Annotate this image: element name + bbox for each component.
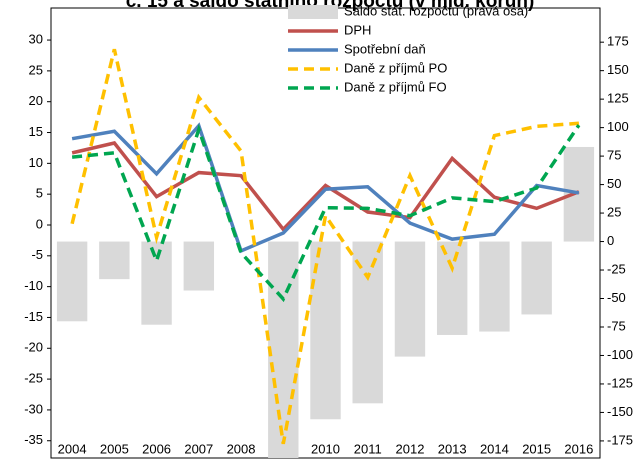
bar xyxy=(436,241,468,335)
y2-tick-label: -75 xyxy=(607,318,626,333)
x-tick-label: 2015 xyxy=(522,441,551,456)
y-tick-label: -5 xyxy=(31,247,43,262)
x-tick-label: 2008 xyxy=(227,441,256,456)
y2-tick-label: -150 xyxy=(607,404,633,419)
bar xyxy=(141,241,172,325)
bar xyxy=(479,241,510,332)
x-tick-label: 2010 xyxy=(311,441,340,456)
y2-tick-label: 50 xyxy=(607,176,621,191)
y2-tick-label: -175 xyxy=(607,432,633,447)
legend-label: Daně z příjmů FO xyxy=(344,79,447,94)
y-tick-label: 20 xyxy=(29,93,43,108)
y2-tick-label: 25 xyxy=(607,205,621,220)
y-tick-label: 5 xyxy=(36,186,43,201)
bar xyxy=(183,241,215,291)
y2-tick-label: 100 xyxy=(607,119,629,134)
x-tick-label: 2004 xyxy=(58,441,87,456)
bar xyxy=(521,241,552,315)
x-tick-label: 2011 xyxy=(354,441,382,456)
x-tick-label: 2007 xyxy=(184,441,213,456)
x-tick-label: 2014 xyxy=(480,441,509,456)
y2-tick-label: 0 xyxy=(607,233,614,248)
line xyxy=(71,141,580,232)
y2-tick-label: -125 xyxy=(607,375,633,390)
y2-tick-label: -50 xyxy=(607,290,626,305)
bar xyxy=(394,241,426,357)
y2-tick-label: 175 xyxy=(607,34,629,49)
y-tick-label: -10 xyxy=(24,278,43,293)
legend-label: DPH xyxy=(344,22,371,37)
legend-label: Spotřební daň xyxy=(344,41,426,56)
x-tick-label: 2005 xyxy=(100,441,129,456)
y-tick-label: -20 xyxy=(24,340,43,355)
y2-tick-label: 75 xyxy=(607,148,621,163)
legend-label: Saldo stát. rozpočtu (pravá osa) xyxy=(344,3,528,18)
y-tick-label: 15 xyxy=(29,124,43,139)
bar xyxy=(99,241,130,280)
x-tick-label: 2006 xyxy=(142,441,171,456)
y-tick-label: -25 xyxy=(24,371,43,386)
y-tick-label: -30 xyxy=(24,401,43,416)
y2-tick-label: -25 xyxy=(607,261,626,276)
x-tick-label: 2016 xyxy=(564,441,593,456)
line xyxy=(70,48,580,445)
y2-tick-label: 125 xyxy=(607,91,629,106)
y-tick-label: 30 xyxy=(29,31,43,46)
y-tick-label: 0 xyxy=(36,216,43,231)
legend-label: Daně z příjmů PO xyxy=(344,60,447,75)
y-tick-label: -15 xyxy=(24,309,43,324)
line xyxy=(71,122,580,254)
x-tick-label: 2012 xyxy=(396,441,425,456)
y-tick-label: 10 xyxy=(29,155,43,170)
y2-tick-label: 150 xyxy=(607,62,629,77)
x-tick-label: 2013 xyxy=(438,441,467,456)
y-tick-label: 25 xyxy=(29,62,43,77)
y2-tick-label: -100 xyxy=(607,347,633,362)
legend-swatch xyxy=(288,5,338,19)
y-tick-label: -35 xyxy=(24,432,43,447)
bar xyxy=(352,241,383,404)
bar xyxy=(56,241,88,322)
